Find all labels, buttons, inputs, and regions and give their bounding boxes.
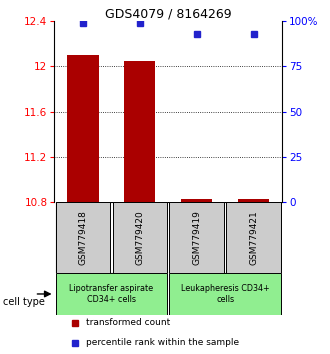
Bar: [169, 273, 281, 315]
Text: cell type: cell type: [3, 297, 45, 307]
Bar: [181, 199, 213, 202]
Bar: [113, 202, 167, 273]
Text: percentile rank within the sample: percentile rank within the sample: [86, 338, 240, 347]
Text: GSM779421: GSM779421: [249, 210, 258, 265]
Bar: [226, 202, 281, 273]
Bar: [169, 202, 224, 273]
Bar: [238, 199, 269, 202]
Text: GSM779420: GSM779420: [135, 210, 144, 265]
Text: Lipotransfer aspirate
CD34+ cells: Lipotransfer aspirate CD34+ cells: [69, 284, 153, 304]
Bar: [124, 61, 155, 202]
Title: GDS4079 / 8164269: GDS4079 / 8164269: [105, 7, 232, 20]
Bar: [67, 55, 99, 202]
Bar: [55, 273, 167, 315]
Bar: [55, 202, 110, 273]
Text: Leukapheresis CD34+
cells: Leukapheresis CD34+ cells: [181, 284, 270, 304]
Text: GSM779419: GSM779419: [192, 210, 201, 265]
Text: GSM779418: GSM779418: [79, 210, 87, 265]
Text: transformed count: transformed count: [86, 318, 171, 327]
